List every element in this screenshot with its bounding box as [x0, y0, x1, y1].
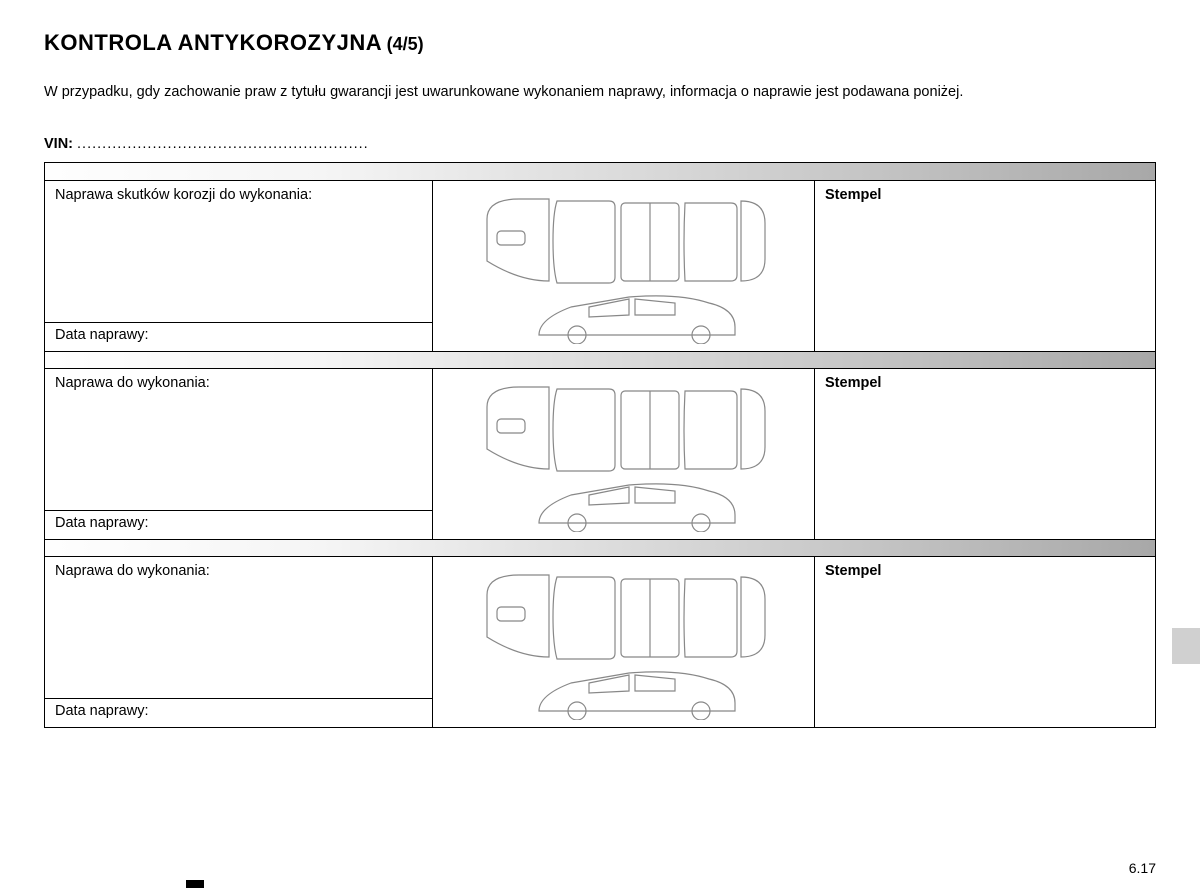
stamp-cell: Stempel — [815, 369, 1155, 539]
record-row: Naprawa do wykonania: Data naprawy: — [45, 369, 1155, 539]
page-title-suffix: (4/5) — [387, 34, 424, 54]
separator-bar — [45, 351, 1155, 369]
repair-label: Naprawa do wykonania: — [45, 369, 432, 511]
record-left-col: Naprawa skutków korozji do wykonania: Da… — [45, 181, 433, 351]
repair-label: Naprawa skutków korozji do wykonania: — [45, 181, 432, 323]
date-label: Data naprawy: — [45, 699, 432, 727]
form-block: Naprawa skutków korozji do wykonania: Da… — [44, 162, 1156, 728]
intro-paragraph: W przypadku, gdy zachowanie praw z tytuł… — [44, 84, 1156, 100]
car-body-diagram-icon — [479, 189, 769, 344]
car-body-diagram-icon — [479, 565, 769, 720]
separator-bar — [45, 539, 1155, 557]
diagram-cell — [433, 181, 815, 351]
diagram-cell — [433, 557, 815, 727]
page-title-row: KONTROLA ANTYKOROZYJNA (4/5) — [44, 30, 1156, 56]
page-number: 6.17 — [1129, 860, 1156, 876]
vin-label: VIN: — [44, 136, 73, 152]
record-row: Naprawa do wykonania: Data naprawy: — [45, 557, 1155, 727]
page-title: KONTROLA ANTYKOROZYJNA — [44, 30, 382, 55]
record-left-col: Naprawa do wykonania: Data naprawy: — [45, 369, 433, 539]
car-body-diagram-icon — [479, 377, 769, 532]
record-left-col: Naprawa do wykonania: Data naprawy: — [45, 557, 433, 727]
date-label: Data naprawy: — [45, 511, 432, 539]
diagram-cell — [433, 369, 815, 539]
separator-bar — [45, 163, 1155, 181]
record-row: Naprawa skutków korozji do wykonania: Da… — [45, 181, 1155, 351]
stamp-cell: Stempel — [815, 181, 1155, 351]
vin-dots: ........................................… — [77, 136, 369, 152]
stamp-cell: Stempel — [815, 557, 1155, 727]
crop-mark — [186, 880, 204, 888]
side-tab — [1172, 628, 1200, 664]
repair-label: Naprawa do wykonania: — [45, 557, 432, 699]
date-label: Data naprawy: — [45, 323, 432, 351]
vin-row: VIN: ...................................… — [44, 136, 1156, 152]
